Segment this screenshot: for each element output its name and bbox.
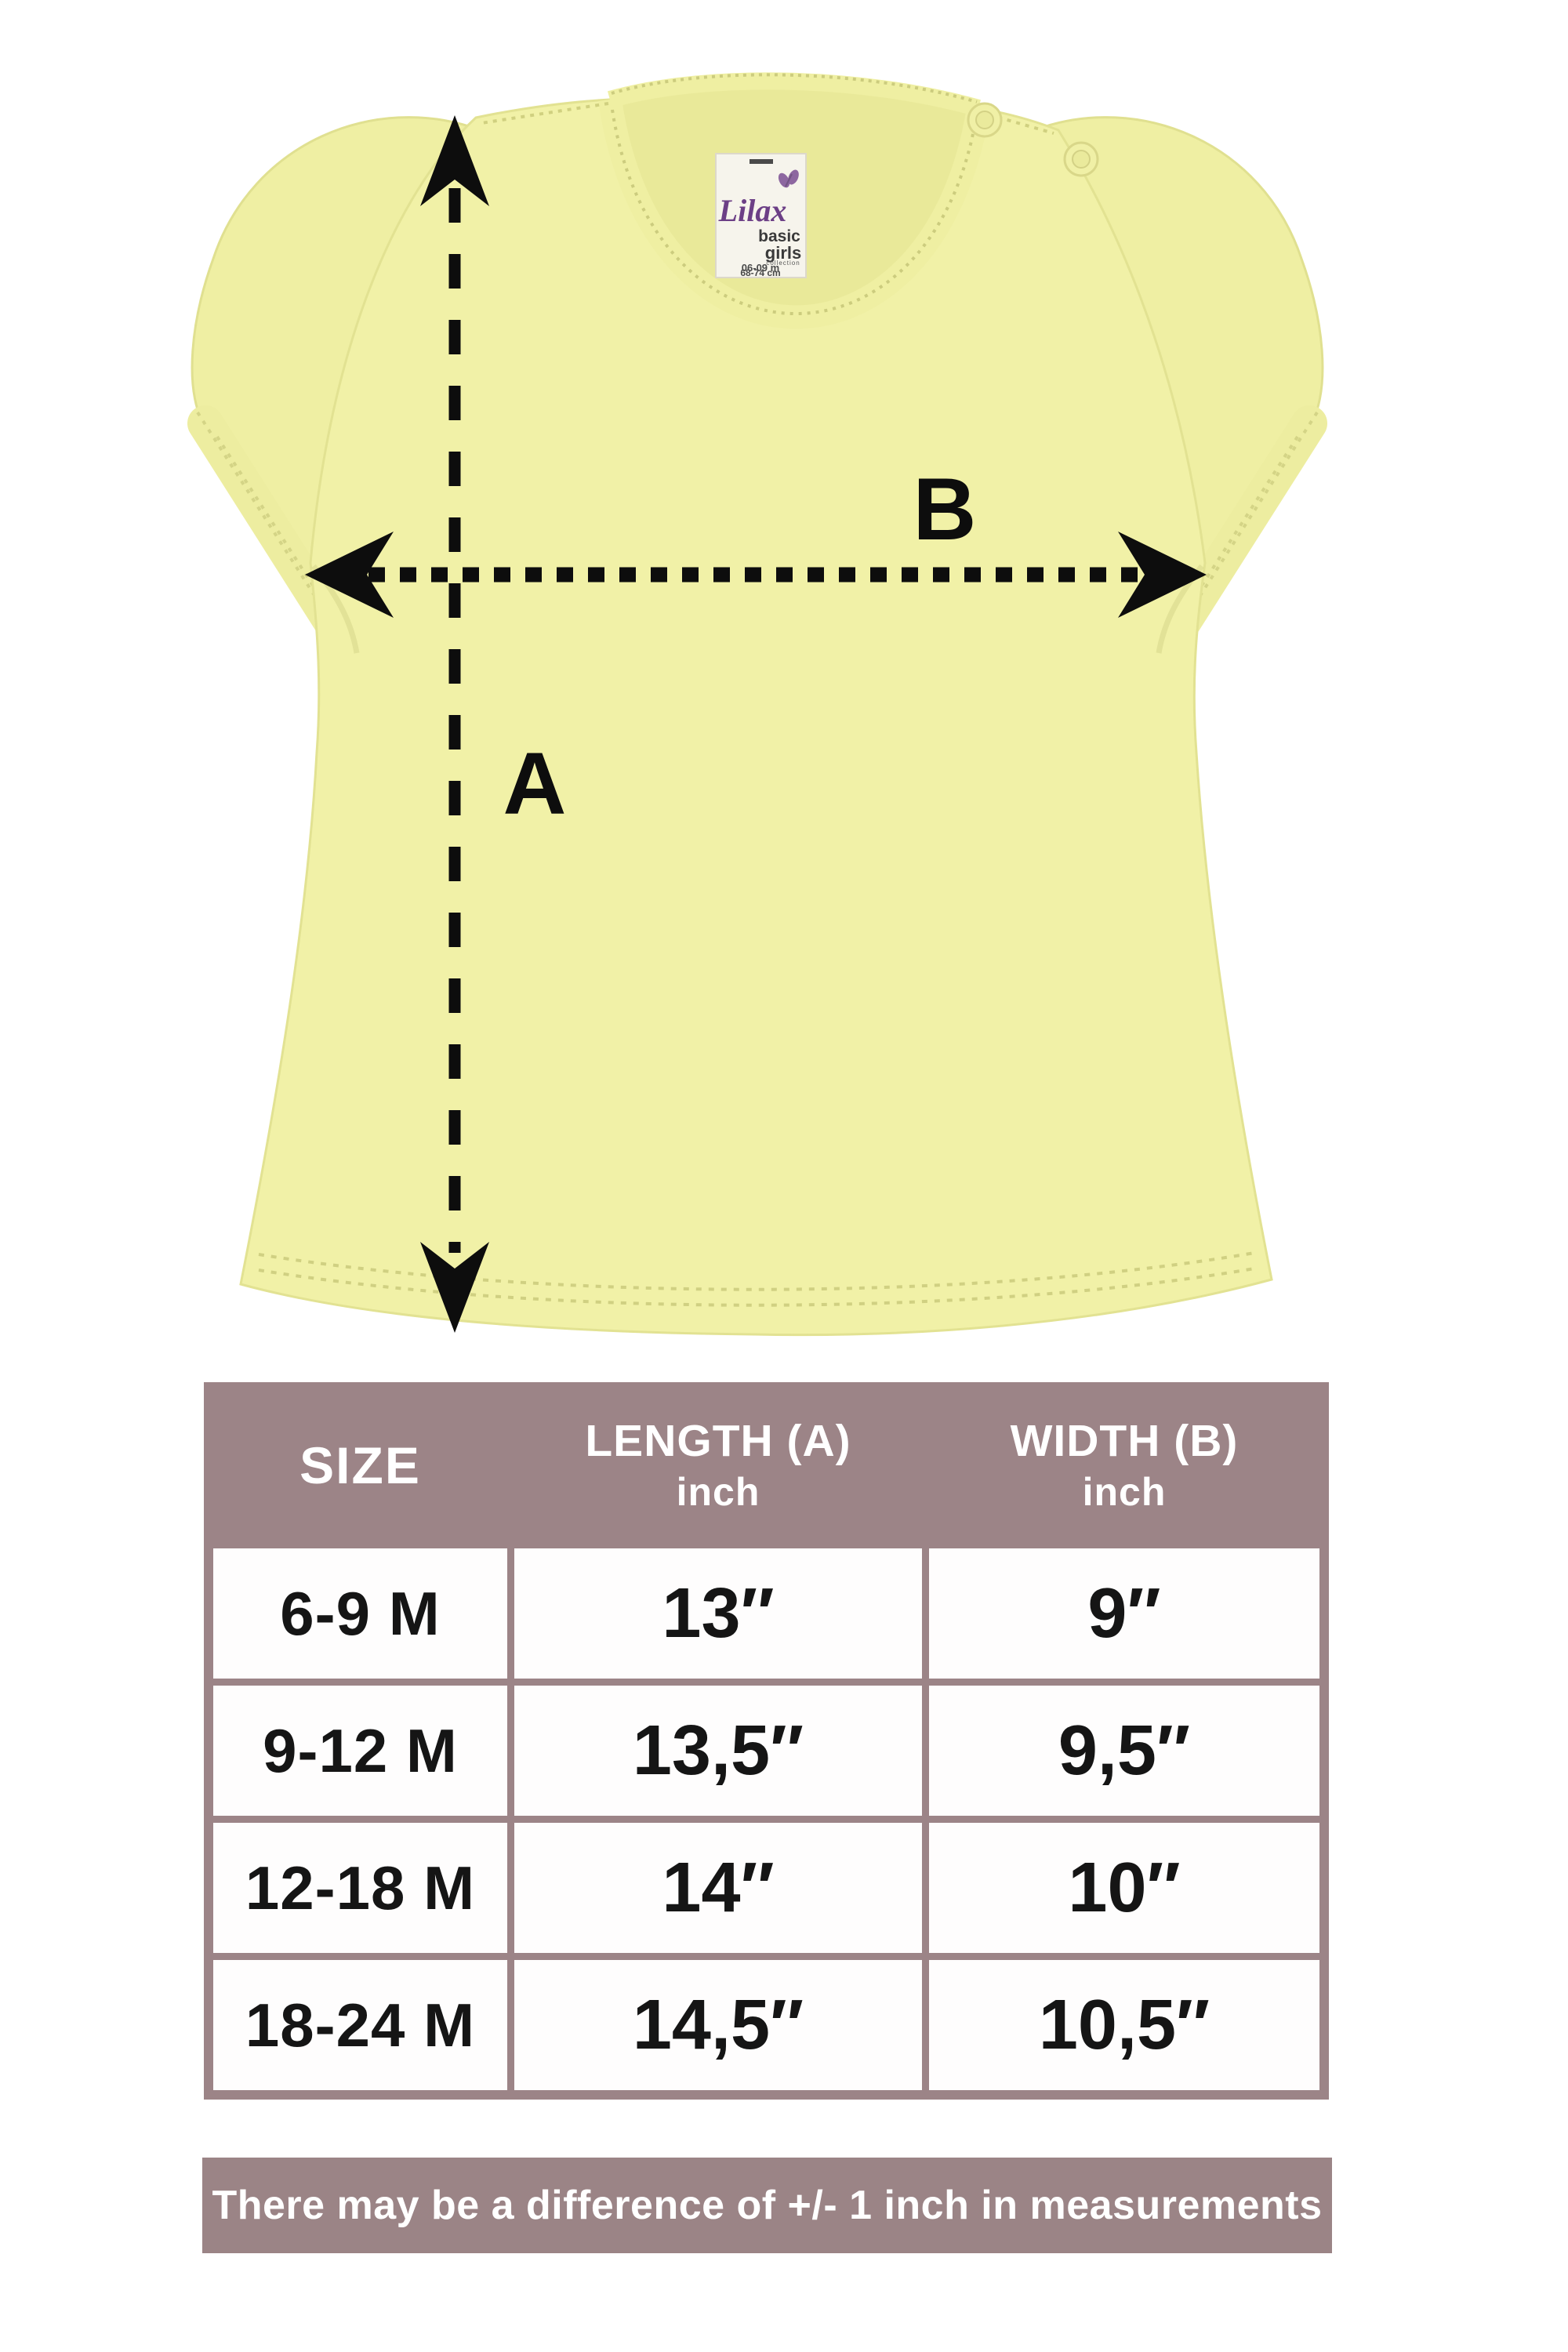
table-cell-width: 10,5″ xyxy=(929,1960,1319,2090)
measurement-arrow-a: A xyxy=(420,115,566,1333)
table-cell-size: 12-18 M xyxy=(213,1823,507,1953)
column-header-length-unit: inch xyxy=(676,1470,760,1515)
size-table-header: SIZE LENGTH (A) inch WIDTH (B) inch xyxy=(213,1382,1319,1548)
shirt-body xyxy=(239,98,1273,1337)
arrow-label-b: B xyxy=(913,460,977,558)
table-cell-length: 13,5″ xyxy=(514,1686,922,1816)
table-cell-length: 13″ xyxy=(514,1548,922,1679)
shoulder-snaps xyxy=(967,102,1099,177)
neck-band xyxy=(481,72,1054,329)
column-header-length-title: LENGTH (A) xyxy=(585,1415,851,1466)
measurement-tolerance-note: There may be a difference of +/- 1 inch … xyxy=(202,2158,1332,2253)
measurement-arrow-b: B xyxy=(305,460,1207,618)
table-cell-size: 18-24 M xyxy=(213,1960,507,2090)
table-cell-length: 14″ xyxy=(514,1823,922,1953)
arrow-label-a: A xyxy=(503,735,567,833)
column-header-size: SIZE xyxy=(299,1436,421,1494)
table-cell-width: 10″ xyxy=(929,1823,1319,1953)
label-fold-mark xyxy=(750,159,773,164)
label-size-cm: 68-74 cm xyxy=(740,267,780,278)
label-brand: Lilax xyxy=(718,193,787,228)
size-table: SIZE LENGTH (A) inch WIDTH (B) inch 6-9 … xyxy=(204,1382,1329,2100)
table-cell-width: 9″ xyxy=(929,1548,1319,1679)
arrowhead-left xyxy=(305,532,394,618)
arrowhead-down xyxy=(420,1242,489,1333)
arrowhead-up xyxy=(420,115,489,206)
column-header-width: WIDTH (B) inch xyxy=(929,1414,1319,1517)
table-cell-size: 9-12 M xyxy=(213,1686,507,1816)
neck-label: Lilax basic girls collection 06-09 m 68-… xyxy=(715,153,807,278)
size-table-body: 6-9 M 13″ 9″ 9-12 M 13,5″ 9,5″ 12-18 M 1… xyxy=(213,1548,1319,2090)
column-header-length: LENGTH (A) inch xyxy=(514,1414,922,1517)
table-cell-length: 14,5″ xyxy=(514,1960,922,2090)
column-header-width-title: WIDTH (B) xyxy=(1010,1415,1239,1466)
butterfly-icon xyxy=(778,169,799,188)
table-cell-size: 6-9 M xyxy=(213,1548,507,1679)
label-size-months: 06-09 m xyxy=(742,262,779,274)
shirt-illustration: Lilax basic girls collection 06-09 m 68-… xyxy=(187,72,1327,1337)
arrowhead-right xyxy=(1118,532,1207,618)
table-cell-width: 9,5″ xyxy=(929,1686,1319,1816)
column-header-width-unit: inch xyxy=(1082,1470,1167,1515)
label-line2: girls xyxy=(765,243,801,263)
label-line1: basic xyxy=(758,227,800,245)
label-line3: collection xyxy=(766,260,800,267)
